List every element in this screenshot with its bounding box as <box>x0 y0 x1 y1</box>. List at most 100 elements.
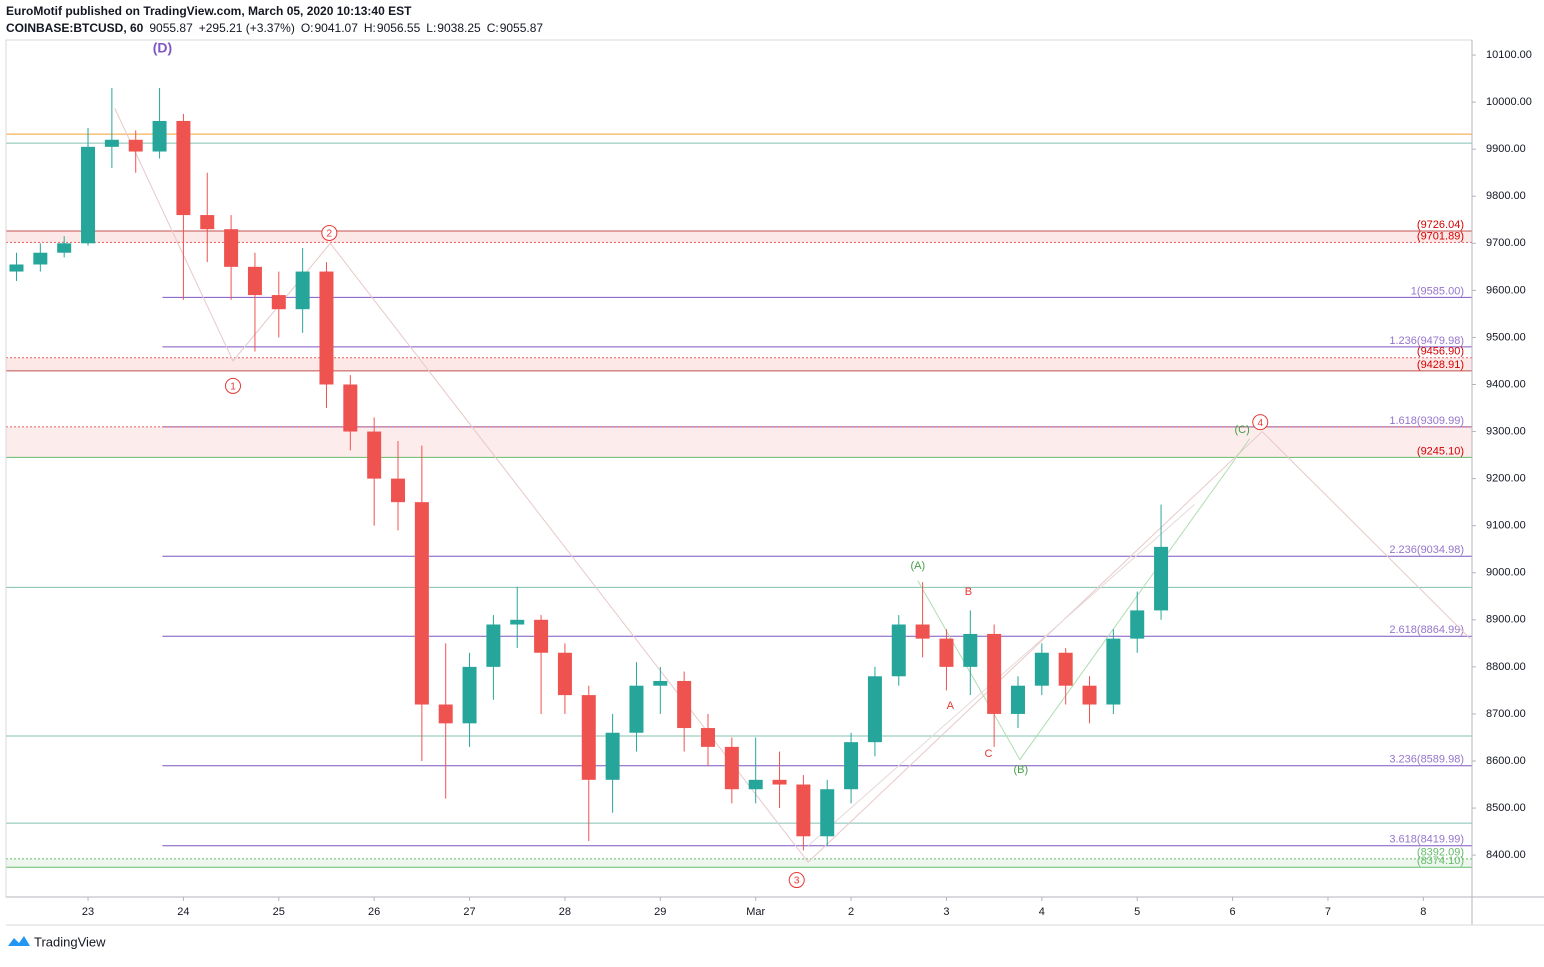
x-tick-label: 29 <box>654 906 666 918</box>
candle-body <box>1034 652 1049 686</box>
zone-band <box>6 357 1472 371</box>
candle-body <box>748 779 763 790</box>
y-tick-label: 9000.00 <box>1486 567 1526 579</box>
level-label: 1.618(9309.99) <box>1389 415 1464 427</box>
zone-band <box>6 231 1472 243</box>
wave-line <box>114 108 1471 863</box>
header-c: 9055.87 <box>500 21 544 35</box>
level-label: (9701.89) <box>1417 230 1464 242</box>
x-tick-label: Mar <box>746 906 765 918</box>
level-label: 3.618(8419.99) <box>1389 834 1464 846</box>
candle-body <box>9 264 24 272</box>
candle-body <box>605 732 620 780</box>
candle-body <box>820 789 835 837</box>
candle-body <box>57 243 72 253</box>
y-tick-label: 9200.00 <box>1486 473 1526 485</box>
candle-body <box>128 139 143 152</box>
candle-body <box>486 624 501 667</box>
candle-body <box>224 229 239 267</box>
candle-body <box>534 619 549 653</box>
candle-body <box>963 633 978 667</box>
level-label: 2.618(8864.99) <box>1389 624 1464 636</box>
x-tick-label: 3 <box>943 906 949 918</box>
candle-body <box>1082 685 1097 705</box>
header-c-label: C: <box>487 21 499 35</box>
ohlc: 9055.87 +295.21 (+3.37%) O: 9041.07 H: 9056.5… <box>149 21 543 35</box>
level-label: 3.236(8589.98) <box>1389 754 1464 766</box>
header-l: 9038.25 <box>437 21 481 35</box>
y-tick-label: 9400.00 <box>1486 378 1526 390</box>
level-label: (9245.10) <box>1417 445 1464 457</box>
x-tick-label: 4 <box>1039 906 1045 918</box>
level-label: (9428.91) <box>1417 359 1464 371</box>
y-tick-label: 8900.00 <box>1486 614 1526 626</box>
candle-body <box>367 431 382 479</box>
candle-body <box>867 676 882 743</box>
candle-body <box>104 139 119 147</box>
zone-band <box>6 426 1472 458</box>
y-tick-label: 9600.00 <box>1486 284 1526 296</box>
candle-body <box>438 704 453 724</box>
candle-body <box>1010 685 1025 714</box>
wave-label: 1 <box>230 382 236 393</box>
level-label: (8392.09) <box>1417 847 1464 859</box>
level-label: (9726.04) <box>1417 219 1464 231</box>
candle-body <box>414 502 429 705</box>
candle-body <box>152 120 167 152</box>
y-tick-label: 8600.00 <box>1486 755 1526 767</box>
candle-body <box>1058 652 1073 686</box>
candle-body <box>462 666 477 724</box>
candle-body <box>891 624 906 677</box>
wave-label: A <box>947 700 955 712</box>
candle-body <box>1154 546 1169 611</box>
level-label: 2.236(9034.98) <box>1389 544 1464 556</box>
level-label: 1(9585.00) <box>1411 285 1464 297</box>
y-tick-label: 9700.00 <box>1486 237 1526 249</box>
y-tick-label: 8800.00 <box>1486 661 1526 673</box>
symbol: COINBASE:BTCUSD, 60 <box>6 21 144 35</box>
x-tick-label: 26 <box>368 906 380 918</box>
candle-body <box>677 680 692 729</box>
candle-body <box>1106 638 1121 705</box>
header-o-label: O: <box>301 21 314 35</box>
candle-body <box>844 742 859 790</box>
candle-body <box>200 215 215 230</box>
logo <box>8 936 30 946</box>
wave-label: 4 <box>1257 418 1263 429</box>
wave-label: (D) <box>153 40 172 56</box>
y-tick-label: 8400.00 <box>1486 849 1526 861</box>
candle-body <box>1130 610 1145 639</box>
wave-circle <box>788 872 805 889</box>
y-tick-label: 10000.00 <box>1486 96 1532 108</box>
wave-label: (A) <box>911 560 926 572</box>
level-label: 1.236(9479.98) <box>1389 335 1464 347</box>
wave-label: 2 <box>327 229 333 240</box>
header-last: 9055.87 <box>149 21 193 35</box>
level-label: (8374.10) <box>1417 855 1464 867</box>
header-change: +295.21 (+3.37%) <box>199 21 295 35</box>
y-tick-label: 9100.00 <box>1486 520 1526 532</box>
wave-label: (C) <box>1234 424 1249 436</box>
y-tick-label: 10100.00 <box>1486 49 1532 61</box>
candle-body <box>510 619 525 625</box>
wave-label: C <box>984 748 992 760</box>
candle-body <box>987 633 1002 714</box>
wave-circle <box>225 377 242 394</box>
y-tick-label: 8700.00 <box>1486 708 1526 720</box>
header-l-label: L: <box>426 21 436 35</box>
candle-body <box>701 728 716 747</box>
x-tick-label: 5 <box>1134 906 1140 918</box>
brand: TradingView <box>34 934 106 949</box>
x-tick-label: 8 <box>1420 906 1426 918</box>
y-tick-label: 8500.00 <box>1486 802 1526 814</box>
x-tick-label: 2 <box>848 906 854 918</box>
level-label: (9456.90) <box>1417 346 1464 358</box>
x-tick-label: 7 <box>1325 906 1331 918</box>
wave-label: B <box>965 586 972 598</box>
candle-body <box>33 252 48 265</box>
y-tick-label: 9500.00 <box>1486 331 1526 343</box>
header-h-label: H: <box>364 21 376 35</box>
